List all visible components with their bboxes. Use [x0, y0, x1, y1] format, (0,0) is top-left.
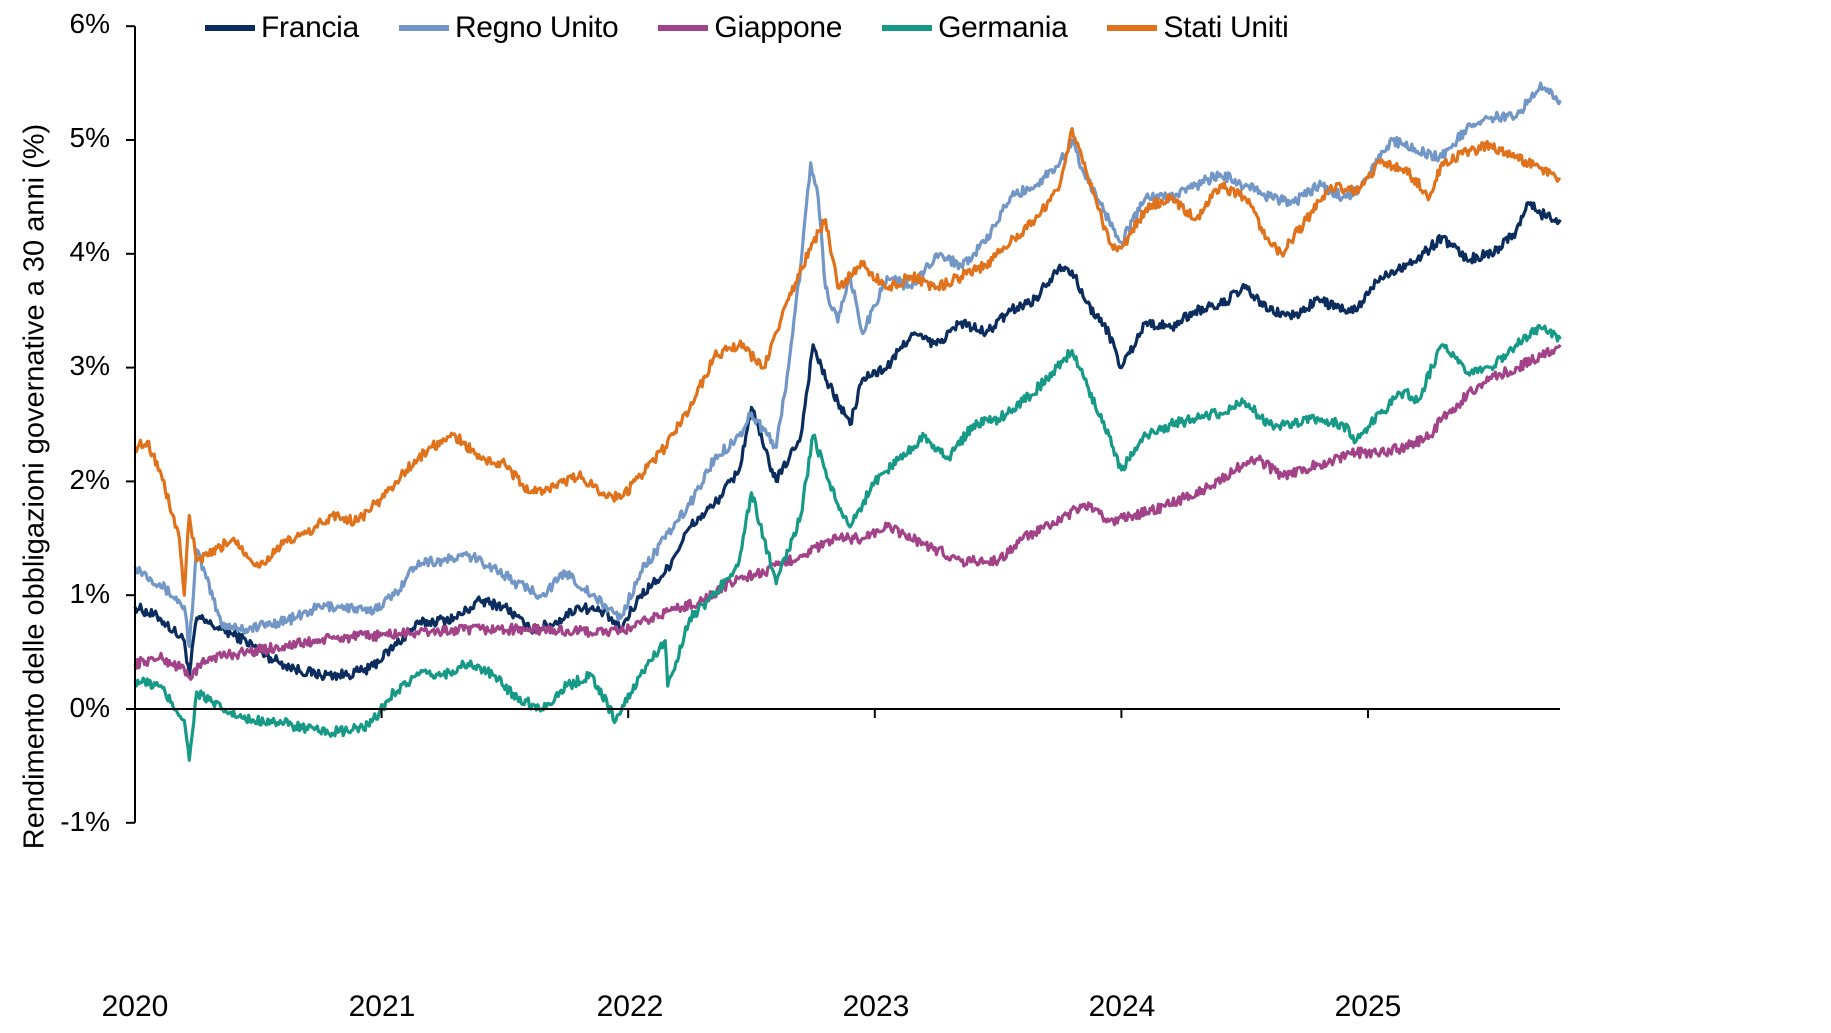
y-tick-label: 6% [69, 8, 110, 39]
legend-item-giappone: Giappone [658, 11, 842, 45]
y-tick-label: 5% [69, 122, 110, 153]
legend-swatch-stati-uniti [1107, 25, 1158, 31]
x-tick-label: 2023 [842, 990, 910, 1023]
y-tick-label: 3% [69, 350, 110, 381]
legend-item-francia: Francia [205, 11, 359, 45]
series-line-germania [133, 323, 1562, 762]
series-line-stati-uniti [133, 127, 1562, 597]
x-tick-label: 2024 [1088, 990, 1156, 1023]
series-line-francia [133, 201, 1562, 682]
y-tick-label: -1% [60, 806, 110, 837]
legend-swatch-germania [882, 25, 933, 31]
x-tick-label: 2020 [101, 990, 169, 1023]
legend-swatch-regno-unito [398, 25, 449, 31]
legend-label: Francia [261, 11, 359, 44]
legend-item-germania: Germania [882, 11, 1068, 45]
legend-label: Stati Uniti [1163, 11, 1289, 44]
series-layer [133, 81, 1562, 762]
y-tick-label: 1% [69, 578, 110, 609]
chart-legend: Francia Regno Unito Giappone Germania St… [205, 8, 1329, 48]
series-line-giappone [133, 343, 1562, 681]
legend-swatch-giappone [658, 25, 709, 31]
legend-label: Germania [938, 11, 1068, 44]
x-tick-label: 2025 [1334, 990, 1402, 1023]
x-tick-label: 2021 [348, 990, 416, 1023]
legend-swatch-francia [205, 25, 255, 31]
axes-layer [126, 25, 1560, 824]
legend-label: Regno Unito [454, 11, 619, 44]
series-line-regno-unito [133, 81, 1562, 649]
y-tick-label: 2% [69, 464, 110, 495]
y-tick-label: 4% [69, 236, 110, 267]
legend-label: Giappone [714, 11, 843, 44]
x-tick-label: 2022 [596, 990, 664, 1023]
legend-item-stati-uniti: Stati Uniti [1107, 11, 1289, 45]
legend-item-regno-unito: Regno Unito [398, 11, 619, 45]
y-tick-label: 0% [69, 692, 110, 723]
